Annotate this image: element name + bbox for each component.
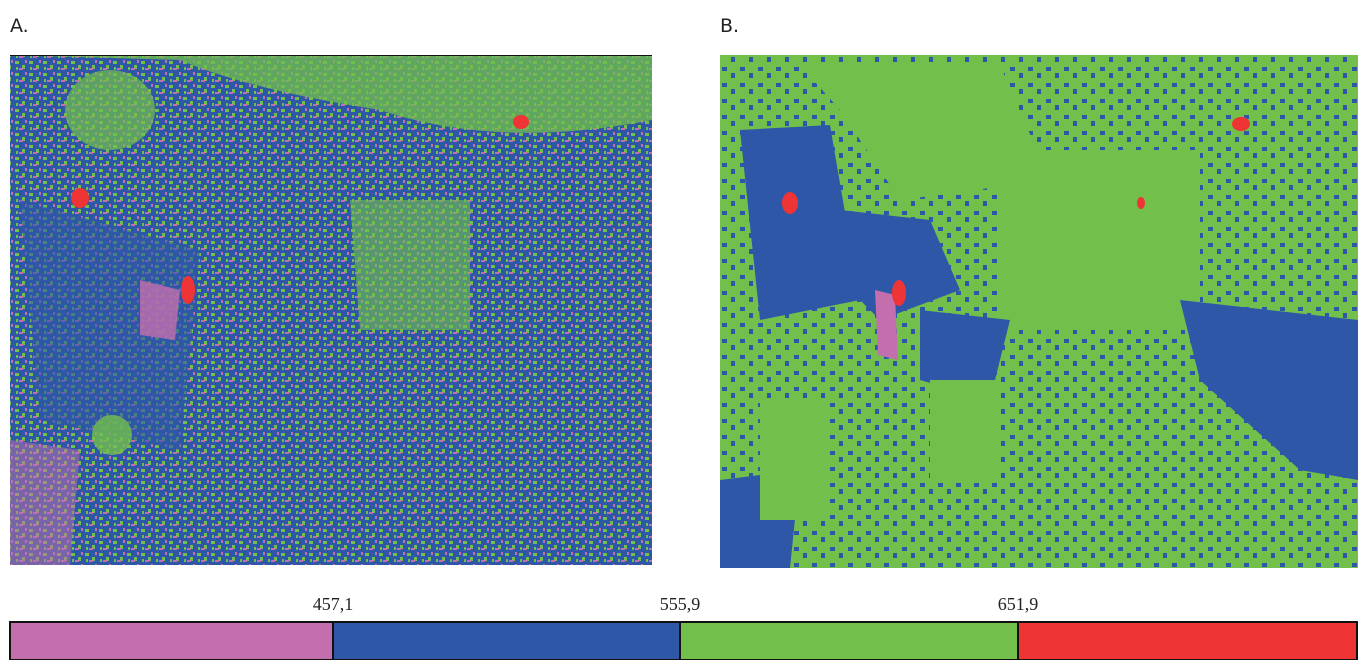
threshold-label: 555,9 — [660, 594, 701, 614]
panel-label: B. — [720, 15, 739, 37]
legend-swatch — [10, 622, 333, 660]
color-legend: 457,1 555,9 651,9 — [10, 594, 1357, 660]
threshold-label: 651,9 — [998, 594, 1039, 614]
legend-swatch — [680, 622, 1018, 660]
legend-swatch — [333, 622, 680, 660]
image-b — [720, 55, 1358, 568]
threshold-label: 457,1 — [313, 594, 354, 614]
image-a — [10, 53, 652, 565]
figure: A. B. 457,1 555,9 651,9 — [0, 0, 1358, 660]
panel-label: A. — [10, 15, 29, 37]
legend-swatch — [1018, 622, 1357, 660]
